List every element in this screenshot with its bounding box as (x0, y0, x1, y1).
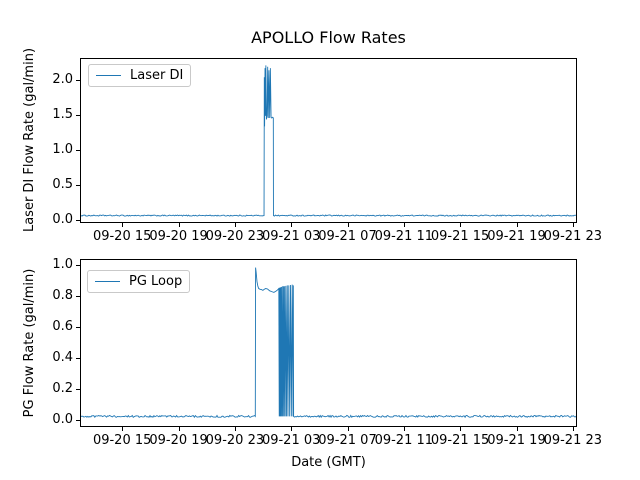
x-axis-tick (122, 427, 124, 431)
x-axis-tick (347, 223, 349, 227)
x-axis-tick (178, 427, 180, 431)
pg-loop-line-chart (81, 267, 576, 419)
x-axis-tick (234, 223, 236, 227)
x-axis-tick (291, 427, 293, 431)
laser-di-legend: Laser DI (88, 64, 192, 87)
x-axis-tick (291, 223, 293, 227)
y-axis-tick (76, 220, 80, 222)
x-axis-tick (460, 427, 462, 431)
y-tick-label: 0.2 (52, 381, 73, 396)
x-axis-label: Date (GMT) (291, 455, 366, 470)
y-tick-label: 0.0 (52, 212, 73, 228)
y-axis-tick (76, 358, 80, 359)
laser-di-line-chart (81, 65, 576, 217)
y-tick-label: 0.8 (52, 288, 73, 303)
x-tick-label: 09-20 19 (149, 433, 208, 448)
y-axis-tick (76, 296, 80, 297)
x-tick-label: 09-21 07 (318, 229, 377, 244)
y-axis-tick (76, 185, 80, 187)
laser-di-subplot: Laser DI (80, 58, 577, 223)
x-axis-tick (403, 223, 405, 227)
series-line (81, 267, 576, 419)
laser-di-legend-label: Laser DI (130, 68, 184, 83)
x-axis-tick (516, 223, 518, 227)
x-axis-tick (572, 427, 574, 431)
pg-loop-legend-label: PG Loop (129, 274, 183, 289)
chart-title: APOLLO Flow Rates (251, 28, 406, 47)
x-axis-tick (178, 223, 180, 227)
x-axis-tick (122, 223, 124, 227)
y-axis-tick (76, 389, 80, 390)
series-line (81, 65, 576, 217)
y-tick-label: 0.6 (52, 319, 73, 334)
y-axis-tick (76, 150, 80, 151)
x-axis-tick (234, 427, 236, 431)
y-axis-tick (76, 79, 80, 81)
x-tick-label: 09-21 19 (487, 433, 546, 448)
x-axis-tick (572, 223, 574, 227)
x-axis-tick (516, 427, 518, 431)
x-tick-label: 09-20 23 (205, 433, 265, 448)
x-tick-label: 09-20 19 (149, 229, 208, 244)
x-axis-tick (460, 223, 462, 227)
x-tick-label: 09-21 07 (318, 433, 377, 448)
y-axis-tick (76, 327, 80, 328)
x-tick-label: 09-21 11 (374, 229, 434, 244)
y-tick-label: 1.0 (52, 257, 73, 272)
pg-loop-legend: PG Loop (87, 270, 191, 293)
x-tick-label: 09-20 23 (205, 229, 265, 244)
x-tick-label: 09-21 03 (261, 229, 321, 244)
x-tick-label: 09-21 03 (261, 433, 321, 448)
x-tick-label: 09-21 19 (487, 229, 546, 244)
y-axis-tick (76, 114, 80, 116)
x-tick-label: 09-21 15 (430, 433, 490, 448)
y-tick-label: 0.5 (52, 177, 73, 193)
x-axis-tick (403, 427, 405, 431)
pg-loop-subplot: PG Loop (80, 259, 577, 427)
x-axis-tick (347, 427, 349, 431)
y-tick-label: 0.0 (52, 412, 73, 427)
x-tick-label: 09-21 23 (543, 229, 603, 244)
y-axis-tick (76, 265, 80, 266)
x-tick-label: 09-21 11 (374, 433, 434, 448)
x-tick-label: 09-21 23 (543, 433, 603, 448)
x-tick-label: 09-20 15 (92, 433, 152, 448)
y-tick-label: 1.5 (52, 106, 73, 122)
y-tick-label: 0.4 (52, 350, 73, 365)
pg-loop-legend-line-sample (95, 281, 120, 282)
y-axis-tick (76, 420, 80, 421)
y-tick-label: 1.0 (52, 142, 73, 157)
y-tick-label: 2.0 (52, 71, 73, 87)
x-tick-label: 09-21 15 (430, 229, 490, 244)
x-tick-label: 09-20 15 (92, 229, 152, 244)
laser-di-legend-line-sample (96, 75, 121, 76)
